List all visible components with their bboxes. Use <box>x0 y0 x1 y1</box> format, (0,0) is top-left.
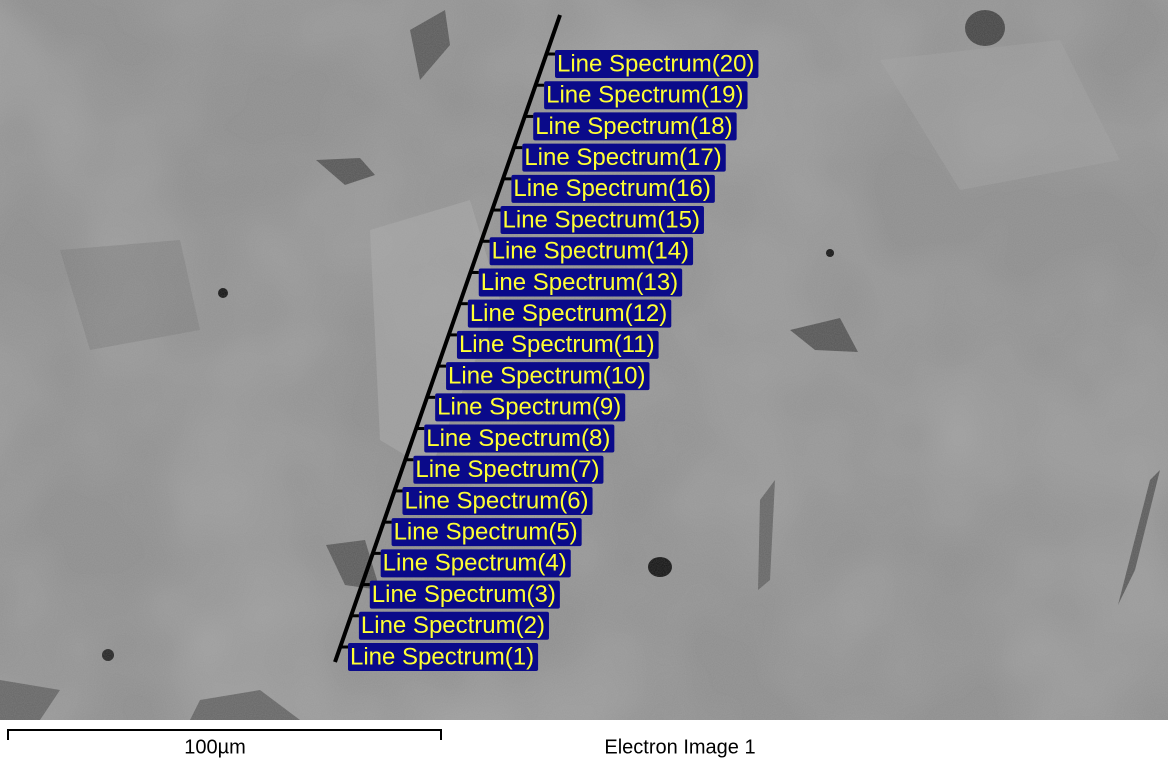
label-text: Line Spectrum(13) <box>481 269 678 296</box>
spectrum-label: Line Spectrum(5) <box>384 518 582 546</box>
spectrum-label: Line Spectrum(1) <box>340 643 538 671</box>
spectrum-label: Line Spectrum(10) <box>438 362 649 390</box>
label-text: Line Spectrum(17) <box>524 144 721 171</box>
label-text: Line Spectrum(9) <box>437 394 621 421</box>
spectrum-label: Line Spectrum(7) <box>405 456 603 484</box>
sem-view: Line Spectrum(1) Line Spectrum(2) Line Spe… <box>0 0 1168 762</box>
label-text: Line Spectrum(1) <box>350 643 534 670</box>
label-text: Line Spectrum(4) <box>383 550 567 577</box>
label-text: Line Spectrum(14) <box>492 238 689 265</box>
label-text: Line Spectrum(7) <box>415 456 599 483</box>
label-text: Line Spectrum(6) <box>404 487 588 514</box>
spectrum-label: Line Spectrum(2) <box>351 612 549 640</box>
label-text: Line Spectrum(16) <box>513 175 710 202</box>
spectrum-label: Line Spectrum(4) <box>373 549 571 577</box>
label-text: Line Spectrum(18) <box>535 113 732 140</box>
spectrum-label: Line Spectrum(20) <box>547 50 758 78</box>
spectrum-label: Line Spectrum(16) <box>503 175 714 203</box>
page: {"image": { "spectra": ["Line Spectrum(1… <box>0 0 1168 762</box>
label-text: Line Spectrum(10) <box>448 362 645 389</box>
spectrum-label: Line Spectrum(14) <box>482 237 693 265</box>
spectrum-label: Line Spectrum(18) <box>525 112 736 140</box>
spectrum-label: Line Spectrum(3) <box>362 581 560 609</box>
spectrum-label: Line Spectrum(8) <box>416 425 614 453</box>
label-text: Line Spectrum(19) <box>546 82 743 109</box>
label-text: Line Spectrum(2) <box>361 612 545 639</box>
label-text: Line Spectrum(5) <box>394 519 578 546</box>
image-caption: Electron Image 1 <box>604 736 755 758</box>
label-text: Line Spectrum(11) <box>459 331 655 358</box>
spectrum-label: Line Spectrum(6) <box>394 487 592 515</box>
label-text: Line Spectrum(8) <box>426 425 610 452</box>
spectrum-label: Line Spectrum(11) <box>449 331 659 359</box>
spectrum-label: Line Spectrum(9) <box>427 393 625 421</box>
scale-bar-label: 100µm <box>184 736 246 758</box>
spectrum-label: Line Spectrum(13) <box>471 268 682 296</box>
spectrum-label: Line Spectrum(15) <box>493 206 704 234</box>
spectrum-label: Line Spectrum(12) <box>460 300 671 328</box>
scale-bar: 100µm <box>8 729 441 758</box>
spectrum-label: Line Spectrum(17) <box>514 144 725 172</box>
label-text: Line Spectrum(3) <box>372 581 556 608</box>
label-text: Line Spectrum(12) <box>470 300 667 327</box>
label-text: Line Spectrum(20) <box>557 50 754 77</box>
label-text: Line Spectrum(15) <box>503 206 700 233</box>
spectrum-label: Line Spectrum(19) <box>536 81 747 109</box>
